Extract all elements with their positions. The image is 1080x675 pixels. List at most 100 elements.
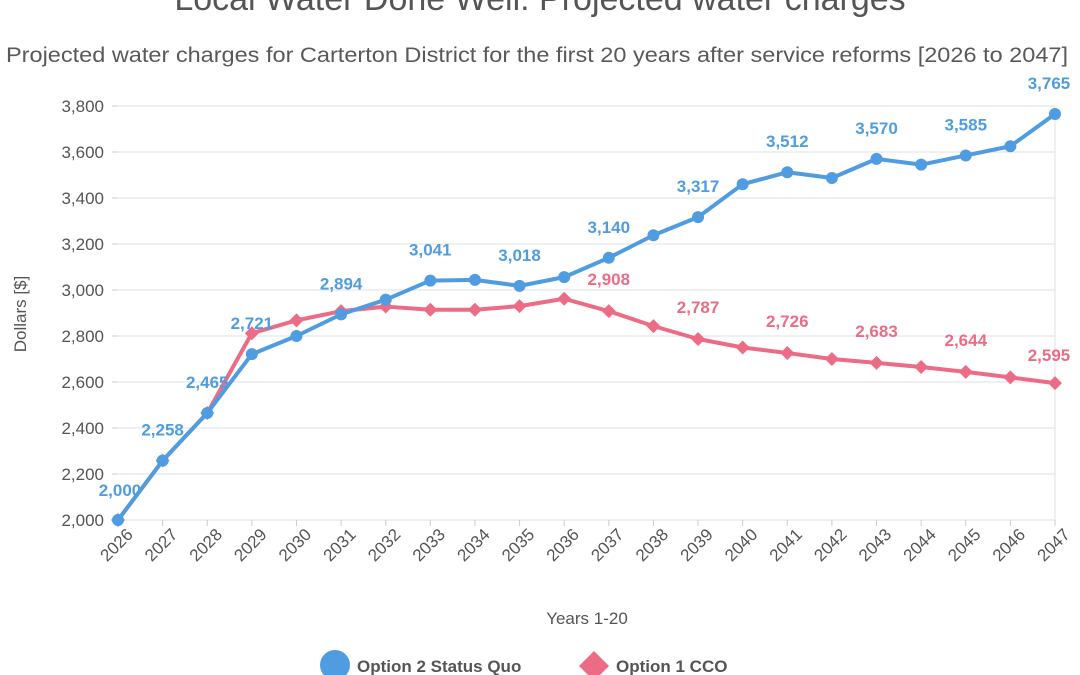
x-tick-label: 2041 [766,525,806,565]
data-point-status-quo[interactable] [915,158,928,171]
data-point-cco[interactable] [958,364,973,379]
data-label-status-quo: 3,512 [766,132,809,151]
x-tick-label: 2027 [141,525,181,565]
y-tick-label: 3,600 [61,143,104,162]
data-point-cco[interactable] [691,331,706,346]
x-tick-label: 2029 [230,525,270,565]
data-point-status-quo[interactable] [959,149,972,162]
legend-label-cco: Option 1 CCO [616,657,727,675]
data-point-cco[interactable] [1048,376,1062,391]
data-point-cco[interactable] [423,302,438,317]
data-label-cco: 2,595 [1028,346,1071,365]
data-label-status-quo: 3,140 [588,218,631,237]
data-point-cco[interactable] [244,326,259,341]
legend-item-status-quo[interactable]: Option 2 Status Quo [320,650,521,675]
data-point-status-quo[interactable] [112,514,124,526]
x-tick-label: 2030 [275,525,315,565]
data-label-status-quo: 2,258 [141,421,184,440]
x-tick-label: 2045 [944,525,984,565]
data-point-status-quo[interactable] [290,330,303,342]
x-tick-label: 2039 [677,525,717,565]
x-tick-label: 2034 [453,525,493,565]
series-line-cco [116,296,1056,522]
data-point-cco[interactable] [1003,370,1018,385]
x-axis-ticks: 2026 2027 2028 2029 2030 2031 2032 2033 2034 2035… [97,525,1074,565]
data-point-status-quo[interactable] [870,152,883,165]
data-point-status-quo[interactable] [468,273,481,286]
y-tick-label: 3,800 [61,97,104,116]
x-tick-label: 2031 [320,525,360,565]
legend-marker-cco [579,651,609,675]
data-point-status-quo[interactable] [1049,108,1061,121]
data-point-status-quo[interactable] [379,293,392,306]
data-label-status-quo: 2,894 [320,274,363,293]
y-tick-label: 3,200 [61,235,104,254]
x-tick-label: 2033 [409,525,449,565]
data-point-cco[interactable] [601,304,616,319]
x-tick-label: 2028 [186,525,226,565]
x-tick-label: 2042 [810,525,850,565]
y-axis-ticks: 2,000 2,200 2,400 2,600 2,800 3,000 3,200 3,400… [61,97,104,530]
data-label-cco: 2,908 [588,270,631,289]
data-label-status-quo: 2,721 [231,314,274,333]
y-tick-label: 2,800 [61,327,104,346]
data-label-status-quo: 2,465 [186,373,229,392]
data-label-status-quo: 3,570 [855,119,898,138]
data-label-cco: 2,787 [677,298,720,317]
x-tick-label: 2043 [855,525,895,565]
data-point-status-quo[interactable] [513,279,526,292]
data-point-status-quo[interactable] [781,166,794,179]
data-point-status-quo[interactable] [424,274,437,287]
legend-label-status-quo: Option 2 Status Quo [357,657,521,675]
chart-subtitle: Projected water charges for Carterton Di… [6,44,1068,67]
data-point-cco[interactable] [914,360,929,375]
y-tick-label: 3,000 [61,281,104,300]
x-tick-label: 2038 [632,525,672,565]
y-axis-title: Dollars [$] [11,276,30,353]
data-point-status-quo[interactable] [647,229,660,242]
data-point-cco[interactable] [646,319,661,334]
data-point-cco[interactable] [289,313,304,328]
data-point-status-quo[interactable] [201,407,214,420]
data-point-status-quo[interactable] [825,171,838,184]
series-line-status-quo [116,112,1057,522]
data-point-cco[interactable] [780,346,795,361]
data-point-status-quo[interactable] [602,251,615,264]
data-label-status-quo: 3,018 [498,246,541,265]
data-point-cco[interactable] [512,299,527,314]
data-point-status-quo[interactable] [1004,140,1017,153]
data-label-status-quo: 3,317 [677,177,720,196]
data-point-cco[interactable] [824,352,839,366]
data-point-status-quo[interactable] [692,211,705,224]
data-label-status-quo: 3,041 [409,241,452,260]
x-tick-label: 2035 [498,525,538,565]
data-point-status-quo[interactable] [335,308,348,321]
x-tick-label: 2026 [97,525,137,565]
data-label-cco: 2,683 [855,322,898,341]
series-lines [111,108,1062,527]
y-tick-label: 2,000 [61,511,104,530]
x-tick-label: 2046 [989,525,1029,565]
data-point-status-quo[interactable] [558,271,571,284]
x-tick-label: 2037 [587,525,627,565]
data-point-status-quo[interactable] [736,178,749,191]
data-point-status-quo[interactable] [245,348,258,361]
data-point-cco[interactable] [557,291,572,306]
x-axis-title: Years 1-20 [546,609,628,628]
grid-lines [112,105,1056,526]
y-tick-label: 2,600 [61,373,104,392]
legend-marker-status-quo [320,650,350,675]
chart-title: Local Water Done Well: Projected water c… [174,0,905,18]
y-tick-label: 3,400 [61,189,104,208]
x-tick-label: 2036 [543,525,583,565]
data-point-cco[interactable] [869,355,884,370]
x-tick-label: 2047 [1034,525,1074,565]
legend-item-cco[interactable]: Option 1 CCO [579,651,727,675]
legend[interactable]: Option 2 Status Quo Option 1 CCO [320,650,727,675]
data-point-cco[interactable] [735,340,750,355]
data-label-cco: 2,644 [944,331,987,350]
data-point-status-quo[interactable] [156,454,169,467]
data-point-cco[interactable] [467,302,482,317]
x-tick-label: 2032 [364,525,404,565]
